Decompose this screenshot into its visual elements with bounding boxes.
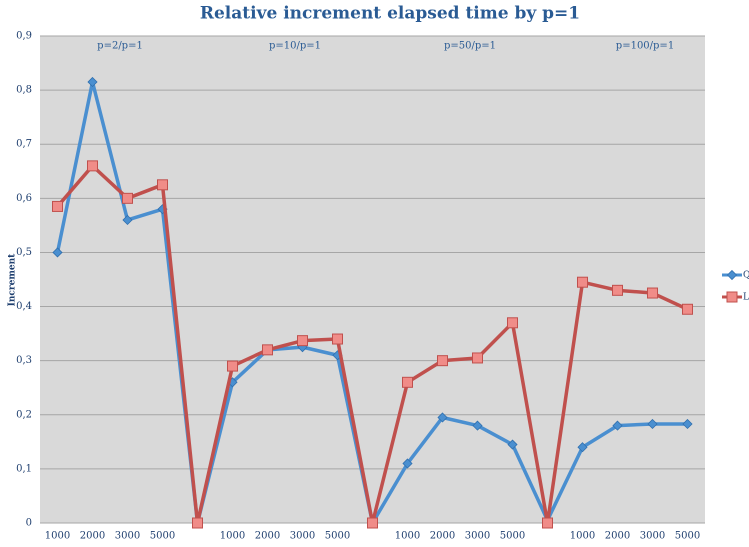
data-point xyxy=(192,517,203,529)
data-point xyxy=(122,192,133,204)
data-point xyxy=(507,439,518,450)
y-tick-label: 0,3 xyxy=(16,355,32,366)
y-axis-title: Increment xyxy=(8,253,18,306)
x-tick-label: 2000 xyxy=(255,531,280,542)
y-tick-label: 0,6 xyxy=(16,193,32,204)
x-tick-label: 5000 xyxy=(150,531,175,542)
x-tick-label: 2000 xyxy=(80,531,105,542)
group-label: p=10/p=1 xyxy=(269,41,321,52)
data-point xyxy=(472,352,483,364)
x-tick-label: 3000 xyxy=(640,531,665,542)
data-point xyxy=(542,517,553,529)
data-point xyxy=(402,376,413,388)
data-point xyxy=(52,247,63,258)
data-point xyxy=(472,420,483,431)
y-tick-label: 0,2 xyxy=(16,409,32,420)
data-point xyxy=(332,333,343,345)
legend-label: Q xyxy=(743,271,749,281)
data-point xyxy=(647,418,658,430)
data-point xyxy=(577,442,588,453)
x-tick-label: 1000 xyxy=(570,531,595,542)
data-point xyxy=(157,179,168,191)
x-tick-label: 2000 xyxy=(430,531,455,542)
x-tick-label: 3000 xyxy=(290,531,315,542)
legend-label: LS xyxy=(743,293,749,303)
x-tick-label: 5000 xyxy=(325,531,350,542)
x-tick-label: 5000 xyxy=(675,531,700,542)
chart-title: Relative increment elapsed time by p=1 xyxy=(200,4,580,24)
data-point xyxy=(122,214,133,226)
x-tick-label: 1000 xyxy=(45,531,70,542)
data-point xyxy=(367,517,378,529)
data-point xyxy=(682,303,693,315)
y-tick-label: 0,8 xyxy=(16,85,32,96)
x-tick-label: 3000 xyxy=(465,531,490,542)
data-point xyxy=(647,287,658,299)
group-label: p=2/p=1 xyxy=(97,41,143,52)
data-point xyxy=(227,360,238,372)
x-tick-label: 1000 xyxy=(220,531,245,542)
x-tick-label: 3000 xyxy=(115,531,140,542)
data-point xyxy=(612,284,623,296)
x-tick-label: 2000 xyxy=(605,531,630,542)
y-tick-label: 0 xyxy=(26,518,32,529)
y-tick-label: 0,9 xyxy=(16,31,32,42)
data-point xyxy=(402,458,413,469)
data-point xyxy=(507,317,518,329)
y-tick-label: 0,5 xyxy=(16,247,32,258)
data-point xyxy=(682,418,693,430)
x-tick-label: 1000 xyxy=(395,531,420,542)
data-point xyxy=(577,276,588,288)
data-point xyxy=(437,355,448,367)
data-point xyxy=(297,335,308,347)
y-tick-label: 0,1 xyxy=(16,463,32,474)
data-point xyxy=(87,76,98,88)
data-point xyxy=(612,420,623,431)
group-label: p=100/p=1 xyxy=(616,41,674,52)
y-tick-label: 0,7 xyxy=(16,139,32,150)
x-tick-label: 5000 xyxy=(500,531,525,542)
data-point xyxy=(262,344,273,356)
data-point xyxy=(437,412,448,423)
data-point xyxy=(52,200,63,212)
data-point xyxy=(726,291,738,303)
data-point xyxy=(726,269,738,281)
plot-area xyxy=(40,36,705,523)
y-tick-label: 0,4 xyxy=(16,301,32,312)
data-point xyxy=(87,160,98,172)
group-label: p=50/p=1 xyxy=(444,41,496,52)
